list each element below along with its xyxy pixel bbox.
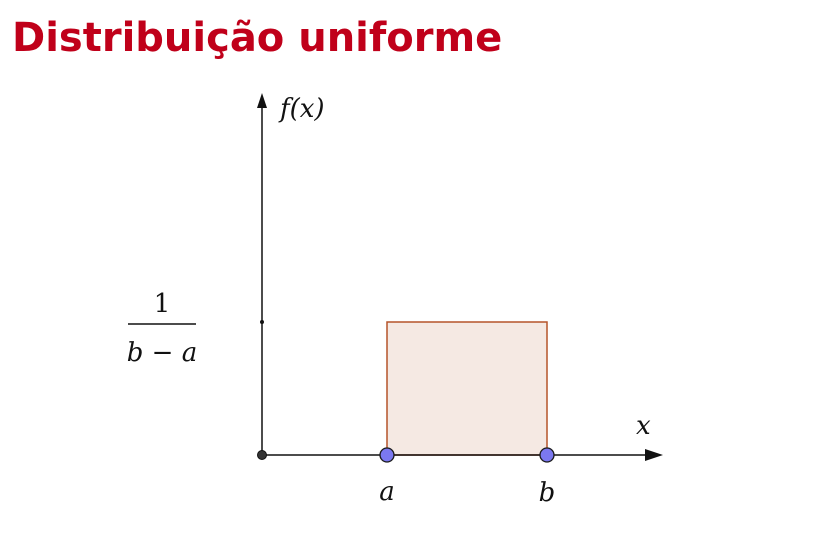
- point-a[interactable]: [379, 447, 395, 463]
- y-axis: [257, 93, 267, 455]
- y-axis-label: f(x): [278, 94, 325, 124]
- x-axis-arrow-icon: [645, 449, 663, 461]
- point-a-label: a: [379, 477, 395, 507]
- x-axis-label: x: [636, 411, 651, 441]
- x-axis: [262, 449, 663, 461]
- fraction-denominator: b − a: [127, 338, 197, 368]
- fraction-numerator: 1: [154, 289, 171, 319]
- y-axis-arrow-icon: [257, 93, 267, 108]
- density-rectangle: [386, 321, 548, 456]
- height-fraction-label: 1 b − a: [127, 289, 197, 368]
- page-title: Distribuição uniforme: [12, 15, 503, 61]
- point-b[interactable]: [539, 447, 555, 463]
- y-axis-tick: [260, 320, 264, 324]
- point-b-label: b: [539, 478, 556, 508]
- origin-point: [257, 450, 267, 460]
